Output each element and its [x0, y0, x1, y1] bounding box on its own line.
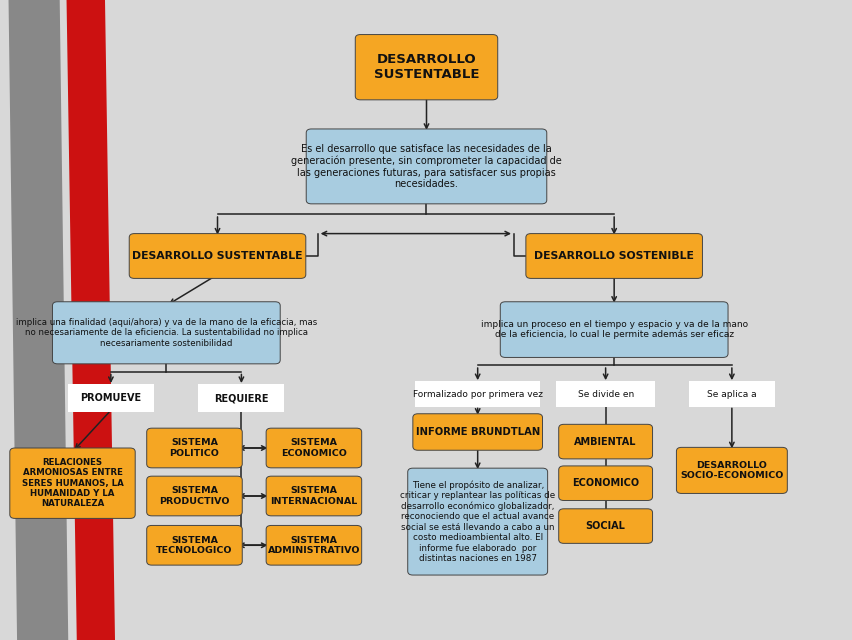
- Text: SISTEMA
PRODUCTIVO: SISTEMA PRODUCTIVO: [159, 486, 229, 506]
- FancyBboxPatch shape: [676, 447, 786, 493]
- Text: PROMUEVE: PROMUEVE: [80, 393, 141, 403]
- FancyBboxPatch shape: [266, 525, 361, 565]
- FancyBboxPatch shape: [412, 414, 542, 451]
- FancyBboxPatch shape: [198, 384, 284, 412]
- FancyBboxPatch shape: [147, 476, 242, 516]
- FancyBboxPatch shape: [147, 525, 242, 565]
- FancyBboxPatch shape: [53, 301, 279, 364]
- FancyBboxPatch shape: [558, 509, 652, 543]
- Text: DESARROLLO SUSTENTABLE: DESARROLLO SUSTENTABLE: [132, 251, 302, 261]
- FancyBboxPatch shape: [407, 468, 547, 575]
- Text: SISTEMA
ADMINISTRATIVO: SISTEMA ADMINISTRATIVO: [268, 536, 360, 555]
- Text: DESARROLLO
SOCIO-ECONOMICO: DESARROLLO SOCIO-ECONOMICO: [679, 461, 783, 480]
- FancyBboxPatch shape: [147, 428, 242, 468]
- FancyBboxPatch shape: [525, 234, 701, 278]
- Polygon shape: [60, 0, 81, 640]
- FancyBboxPatch shape: [266, 476, 361, 516]
- Text: SISTEMA
ECONOMICO: SISTEMA ECONOMICO: [280, 438, 347, 458]
- Text: ECONOMICO: ECONOMICO: [572, 478, 638, 488]
- Text: DESARROLLO SOSTENIBLE: DESARROLLO SOSTENIBLE: [533, 251, 694, 261]
- Text: SISTEMA
POLITICO: SISTEMA POLITICO: [170, 438, 219, 458]
- Text: RELACIONES
ARMONIOSAS ENTRE
SERES HUMANOS, LA
HUMANIDAD Y LA
NATURALEZA: RELACIONES ARMONIOSAS ENTRE SERES HUMANO…: [21, 458, 124, 509]
- FancyBboxPatch shape: [499, 301, 728, 357]
- Polygon shape: [105, 0, 852, 640]
- Text: SOCIAL: SOCIAL: [585, 521, 625, 531]
- Text: DESARROLLO
SUSTENTABLE: DESARROLLO SUSTENTABLE: [373, 53, 479, 81]
- FancyBboxPatch shape: [558, 424, 652, 459]
- FancyBboxPatch shape: [688, 381, 774, 408]
- FancyBboxPatch shape: [558, 466, 652, 500]
- Text: SISTEMA
INTERNACIONAL: SISTEMA INTERNACIONAL: [270, 486, 357, 506]
- Text: implica una finalidad (aqui/ahora) y va de la mano de la eficacia, mas
no necesa: implica una finalidad (aqui/ahora) y va …: [15, 318, 317, 348]
- Text: implica un proceso en el tiempo y espacio y va de la mano
de la eficiencia, lo c: implica un proceso en el tiempo y espaci…: [480, 320, 747, 339]
- Text: REQUIERE: REQUIERE: [214, 393, 268, 403]
- FancyBboxPatch shape: [415, 381, 539, 408]
- Text: Tiene el propósito de analizar,
criticar y replantear las políticas de
desarroll: Tiene el propósito de analizar, criticar…: [400, 480, 555, 563]
- Polygon shape: [9, 0, 72, 640]
- Text: SISTEMA
TECNOLOGICO: SISTEMA TECNOLOGICO: [156, 536, 233, 555]
- Text: Formalizado por primera vez: Formalizado por primera vez: [412, 390, 542, 399]
- FancyBboxPatch shape: [130, 234, 306, 278]
- FancyBboxPatch shape: [266, 428, 361, 468]
- FancyBboxPatch shape: [68, 384, 153, 412]
- Text: Es el desarrollo que satisface las necesidades de la
generación presente, sin co: Es el desarrollo que satisface las neces…: [291, 144, 561, 189]
- FancyBboxPatch shape: [354, 35, 498, 100]
- Polygon shape: [66, 0, 119, 640]
- FancyBboxPatch shape: [306, 129, 546, 204]
- FancyBboxPatch shape: [556, 381, 654, 408]
- Text: AMBIENTAL: AMBIENTAL: [573, 436, 636, 447]
- Text: INFORME BRUNDTLAN: INFORME BRUNDTLAN: [415, 427, 539, 437]
- FancyBboxPatch shape: [10, 448, 135, 518]
- Text: Se divide en: Se divide en: [577, 390, 633, 399]
- Text: Se aplica a: Se aplica a: [706, 390, 756, 399]
